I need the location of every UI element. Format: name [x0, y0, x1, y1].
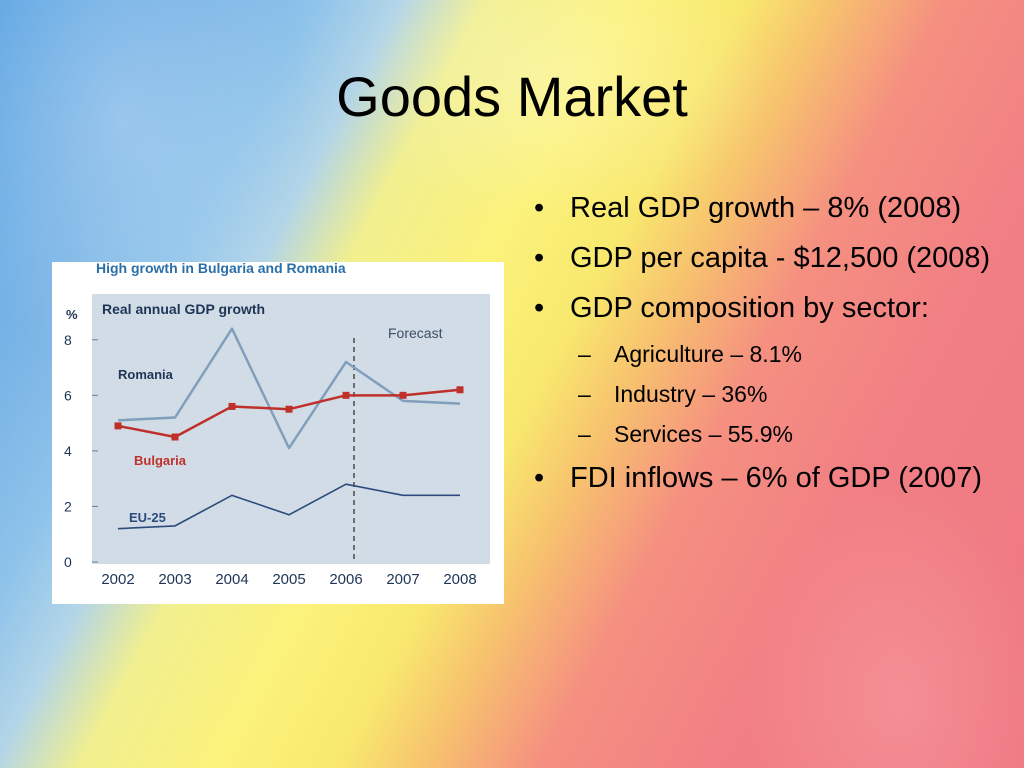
x-tick-label: 2006: [329, 571, 362, 588]
slide-title: Goods Market: [336, 65, 688, 128]
sub-bullet-mark: –: [578, 421, 591, 447]
bulgaria-marker: [399, 391, 407, 399]
sub-bullet-agriculture: – Agriculture – 8.1%: [532, 338, 1002, 370]
bulgaria-marker: [342, 391, 350, 399]
x-tick-label: 2005: [272, 571, 305, 588]
series-label-eu-25: EU-25: [129, 510, 166, 525]
bulgaria-marker: [228, 402, 236, 410]
series-line-eu-25: [117, 483, 460, 530]
y-tick-label: 6: [64, 387, 72, 403]
sub-bullet-text: Services – 55.9%: [614, 421, 793, 447]
bullet-gdp-per-capita: • GDP per capita - $12,500 (2008): [532, 238, 1002, 278]
forecast-label: Forecast: [388, 325, 443, 341]
x-tick-label: 2008: [443, 571, 476, 588]
series-label-bulgaria: Bulgaria: [134, 453, 187, 468]
sub-bullet-industry: – Industry – 36%: [532, 378, 1002, 410]
chart-svg: High growth in Bulgaria and Romania Real …: [64, 262, 490, 588]
x-tick-label: 2004: [215, 571, 248, 588]
chart-subtitle: Real annual GDP growth: [102, 301, 265, 317]
series-label-romania: Romania: [118, 367, 174, 382]
gdp-chart: High growth in Bulgaria and Romania Real …: [52, 262, 504, 604]
bullet-text: GDP per capita - $12,500 (2008): [570, 242, 991, 274]
sub-bullet-mark: –: [578, 341, 591, 367]
sub-bullet-text: Industry – 36%: [614, 381, 768, 407]
y-tick-label: 8: [64, 332, 72, 348]
sub-bullet-mark: –: [578, 381, 591, 407]
bullet-text: GDP composition by sector:: [570, 292, 929, 324]
bullet-gdp-growth: • Real GDP growth – 8% (2008): [532, 188, 1002, 228]
bullet-text: Real GDP growth – 8% (2008): [570, 192, 962, 224]
bullet-fdi-inflows: • FDI inflows – 6% of GDP (2007): [532, 458, 1002, 498]
plot-panel: [92, 294, 490, 564]
y-tick-label: 2: [64, 498, 72, 514]
bullet-list: • Real GDP growth – 8% (2008) • GDP per …: [532, 188, 1002, 508]
sub-bullet-text: Agriculture – 8.1%: [614, 341, 802, 367]
x-tick-label: 2002: [101, 571, 134, 588]
y-axis-label: %: [66, 307, 78, 322]
bullet-text: FDI inflows – 6% of GDP (2007): [570, 462, 983, 494]
bullet-mark: •: [534, 192, 545, 224]
bullet-mark: •: [534, 242, 545, 274]
series-line-romania: [117, 327, 461, 450]
y-tick-label: 0: [64, 554, 72, 570]
sub-bullet-services: – Services – 55.9%: [532, 418, 1002, 450]
x-tick-label: 2003: [158, 571, 191, 588]
bulgaria-marker: [171, 433, 179, 441]
y-tick-label: 4: [64, 443, 72, 459]
bullet-mark: •: [534, 462, 545, 494]
x-tick-label: 2007: [386, 571, 419, 588]
bulgaria-marker: [285, 405, 293, 413]
bulgaria-marker: [114, 422, 122, 430]
chart-title: High growth in Bulgaria and Romania: [96, 262, 346, 276]
bulgaria-marker: [456, 386, 464, 394]
bullet-mark: •: [534, 292, 545, 324]
bullet-gdp-composition: • GDP composition by sector:: [532, 288, 1002, 328]
